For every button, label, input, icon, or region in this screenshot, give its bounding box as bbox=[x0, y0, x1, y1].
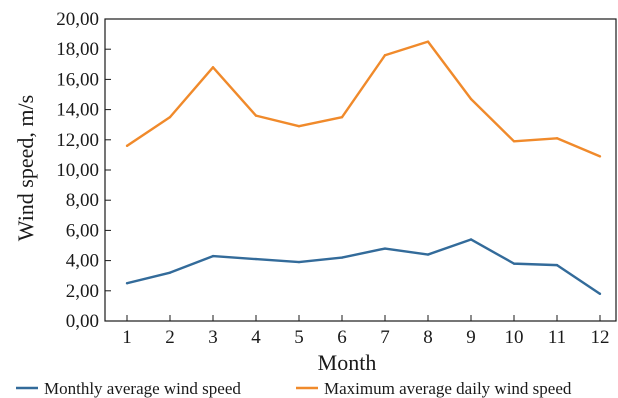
series-1-point bbox=[340, 256, 344, 259]
series-2-point bbox=[168, 115, 172, 119]
y-tick-label: 10,00 bbox=[56, 160, 99, 181]
y-tick-label: 12,00 bbox=[56, 130, 99, 151]
series-1-point bbox=[254, 257, 258, 261]
y-tick-label: 6,00 bbox=[66, 220, 99, 241]
series-1-point bbox=[469, 238, 473, 241]
legend: Monthly average wind speed Maximum averag… bbox=[16, 379, 572, 398]
series-layer bbox=[125, 40, 602, 296]
x-tick-label: 1 bbox=[122, 327, 132, 348]
series-1-point bbox=[555, 263, 559, 267]
series-line-1 bbox=[126, 238, 601, 295]
series-line-2 bbox=[126, 40, 601, 158]
y-tick-label: 14,00 bbox=[56, 100, 99, 121]
legend-label-2: Maximum average daily wind speed bbox=[324, 379, 572, 398]
y-tick-label: 18,00 bbox=[56, 39, 99, 60]
series-2-point bbox=[426, 40, 430, 43]
series-1-point bbox=[426, 253, 430, 256]
y-tick-label: 0,00 bbox=[66, 311, 99, 332]
plot-frame bbox=[104, 18, 617, 322]
x-tick-label: 9 bbox=[466, 327, 476, 348]
series-1-point bbox=[297, 260, 301, 264]
series-2-point bbox=[512, 140, 516, 143]
y-axis-ticks: 0,00 2,00 4,00 6,00 8,00 10,00 12,00 14,00 16,00… bbox=[56, 9, 111, 332]
x-axis-title: Month bbox=[318, 350, 377, 375]
y-tick-label: 16,00 bbox=[56, 69, 99, 90]
x-axis-ticks: 1 2 3 4 5 6 7 8 9 10 11 12 bbox=[122, 315, 610, 348]
y-axis-title: Wind speed, m/s bbox=[13, 95, 38, 241]
series-1-point bbox=[168, 271, 172, 274]
x-tick-label: 10 bbox=[505, 327, 524, 348]
x-tick-label: 2 bbox=[165, 327, 175, 348]
series-2-point bbox=[598, 155, 602, 158]
series-2-point bbox=[383, 54, 387, 57]
x-tick-label: 11 bbox=[548, 327, 566, 348]
series-2-point bbox=[297, 125, 301, 128]
y-tick-label: 20,00 bbox=[56, 9, 99, 30]
series-1-point bbox=[512, 262, 516, 265]
legend-label-1: Monthly average wind speed bbox=[44, 379, 241, 398]
x-tick-label: 4 bbox=[251, 327, 261, 348]
series-2-point bbox=[211, 66, 215, 69]
x-tick-label: 6 bbox=[337, 327, 347, 348]
series-2-point bbox=[254, 114, 258, 117]
y-tick-label: 2,00 bbox=[66, 281, 99, 302]
series-2-point bbox=[125, 144, 129, 148]
y-tick-label: 8,00 bbox=[66, 190, 99, 211]
series-2-point bbox=[340, 115, 344, 119]
y-tick-label: 4,00 bbox=[66, 251, 99, 272]
series-2-point bbox=[469, 97, 473, 101]
x-tick-label: 8 bbox=[423, 327, 433, 348]
series-1-point bbox=[383, 247, 387, 250]
series-2-point bbox=[555, 137, 559, 140]
x-tick-label: 7 bbox=[380, 327, 390, 348]
plot-area bbox=[104, 18, 617, 322]
x-tick-label: 5 bbox=[294, 327, 304, 348]
x-tick-label: 12 bbox=[591, 327, 610, 348]
series-1-point bbox=[125, 282, 129, 285]
series-1-point bbox=[211, 254, 215, 258]
x-tick-label: 3 bbox=[208, 327, 218, 348]
series-1-point bbox=[598, 292, 602, 296]
